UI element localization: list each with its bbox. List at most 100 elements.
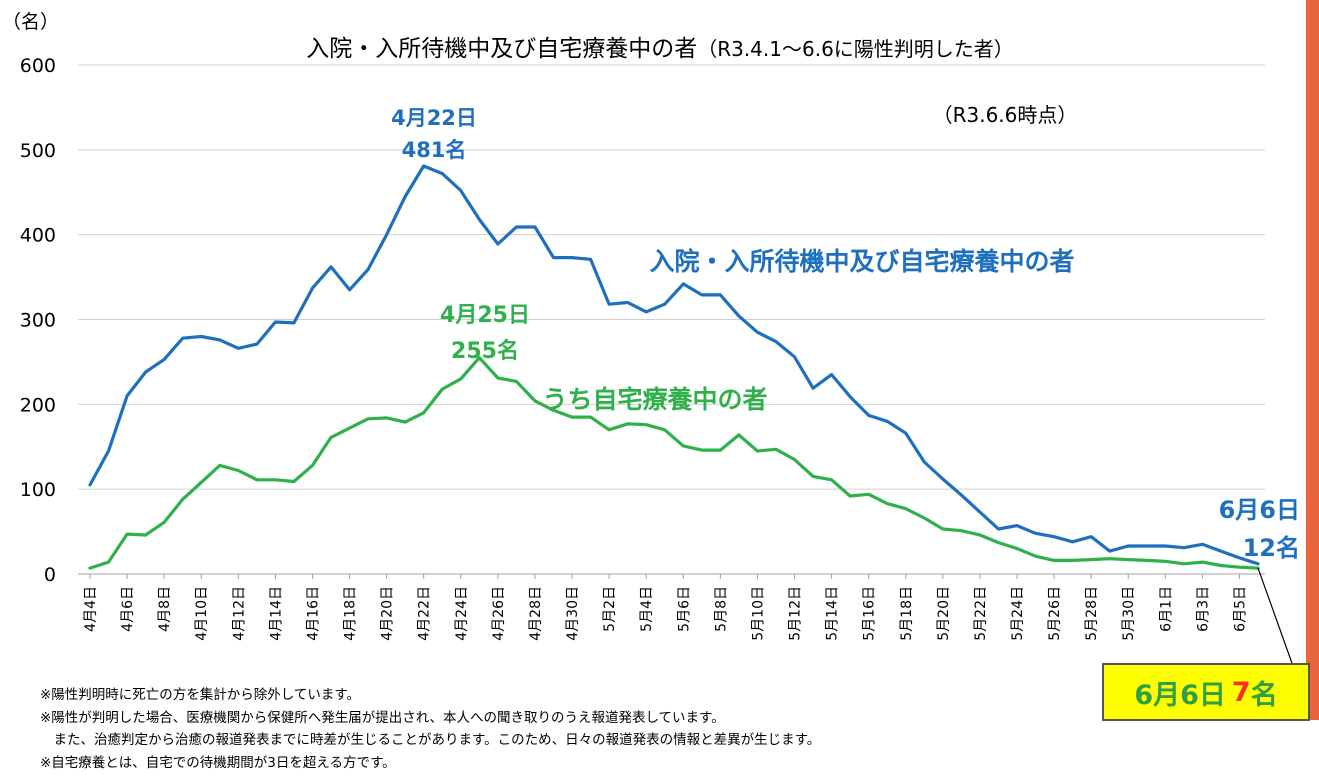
data-point: [997, 527, 1000, 531]
x-tick-label: 4月30日: [565, 586, 581, 641]
peak-total-date-label: 4月22日: [391, 106, 477, 130]
data-point: [441, 387, 444, 391]
x-tick-label: 5月22日: [973, 586, 989, 641]
data-point: [533, 399, 537, 403]
y-tick-label: 400: [20, 225, 56, 247]
data-point: [404, 420, 407, 424]
data-point: [793, 355, 796, 358]
data-point: [163, 521, 166, 524]
data-point: [385, 233, 388, 236]
data-point: [274, 320, 277, 324]
data-point: [1071, 559, 1074, 562]
data-point: [1238, 566, 1241, 569]
data-point: [848, 494, 852, 498]
data-point: [292, 480, 296, 483]
data-point: [552, 409, 555, 412]
data-point: [255, 478, 259, 481]
data-point: [1201, 543, 1204, 546]
data-point: [459, 377, 462, 381]
data-point: [533, 225, 537, 229]
x-axis-tick-labels: 4月4日 4月6日 4月8日 4月10日 4月12日 4月14日 4月16日 4月18日 4月2…: [83, 574, 1248, 641]
x-tick-label: 5月26日: [1047, 586, 1063, 641]
x-tick-label: 6月5日: [1232, 586, 1248, 632]
data-point: [144, 370, 147, 374]
data-point: [904, 432, 907, 435]
x-tick-label: 5月4日: [639, 586, 655, 632]
data-point: [200, 481, 203, 484]
data-point: [830, 478, 833, 481]
data-point: [1090, 558, 1093, 561]
data-point: [311, 464, 314, 467]
callout-date: 6月6日: [1134, 679, 1226, 711]
y-tick-label: 200: [20, 394, 56, 416]
data-point: [1127, 544, 1130, 548]
data-point: [107, 560, 110, 564]
data-point: [626, 422, 629, 425]
peak-total-value-label: 481名: [402, 138, 467, 162]
callout-leader-line: [1257, 567, 1294, 667]
data-point: [1164, 544, 1167, 548]
y-tick-label: 100: [20, 479, 56, 501]
data-point: [218, 464, 221, 467]
as-of-label: （R3.6.6時点）: [933, 103, 1078, 127]
data-point: [570, 256, 574, 259]
data-point: [218, 338, 221, 342]
data-point: [1052, 535, 1056, 538]
data-point: [496, 242, 500, 246]
x-tick-label: 4月18日: [343, 586, 359, 641]
x-tick-label: 5月8日: [713, 586, 729, 632]
y-tick-label: 0: [44, 564, 56, 586]
data-point: [292, 321, 296, 325]
data-point: [737, 433, 741, 437]
data-point: [422, 164, 425, 168]
footnote: ※陽性が判明した場合、医療機関から保健所へ発生届が提出され、本人への聞き取りのう…: [40, 709, 725, 726]
data-point: [997, 541, 1000, 544]
end-total-value-label: 12名: [1243, 534, 1300, 562]
data-point: [237, 469, 240, 472]
data-point: [181, 337, 184, 340]
y-axis-tick-labels: 0 100 200 300 400 500 600: [20, 55, 56, 586]
data-point: [756, 449, 759, 453]
data-point: [1071, 540, 1074, 543]
data-point: [978, 533, 982, 537]
callout-number: 7: [1231, 676, 1251, 708]
chart-title-main: 入院・入所待機中及び自宅療養中の者: [306, 36, 697, 62]
data-point: [811, 475, 815, 478]
x-tick-label: 5月18日: [899, 586, 915, 641]
data-point: [496, 376, 500, 380]
data-point: [1219, 549, 1223, 553]
x-tick-label: 4月14日: [268, 586, 284, 641]
footnote: ※自宅療養とは、自宅での待機期間が3日を超える方です。: [40, 754, 396, 771]
x-tick-label: 5月16日: [862, 586, 878, 641]
data-point: [867, 414, 870, 417]
data-point: [1034, 532, 1037, 535]
series-label-home: うち自宅療養中の者: [542, 385, 767, 414]
x-tick-label: 4月4日: [83, 586, 99, 632]
data-point: [645, 423, 648, 426]
series-layer: [88, 164, 1260, 570]
data-point: [941, 477, 944, 481]
x-tick-label: 4月22日: [417, 586, 433, 641]
data-point: [144, 533, 147, 537]
x-tick-label: 4月12日: [231, 586, 247, 641]
data-point: [867, 493, 870, 496]
footnote: ※陽性判明時に死亡の方を集計から除外しています。: [40, 687, 361, 703]
x-tick-label: 5月2日: [602, 586, 618, 632]
footnotes: ※陽性判明時に死亡の方を集計から除外しています。 ※陽性が判明した場合、医療機関…: [40, 684, 820, 774]
data-point: [181, 498, 184, 501]
x-tick-label: 5月30日: [1121, 586, 1137, 641]
data-point: [125, 532, 129, 536]
data-point: [960, 529, 963, 532]
data-point: [1108, 549, 1111, 553]
data-point: [88, 566, 92, 570]
x-tick-label: 4月16日: [305, 586, 321, 641]
data-point: [682, 444, 685, 448]
series-line-total: [88, 164, 1260, 566]
x-tick-label: 6月1日: [1158, 586, 1174, 632]
data-point: [1052, 559, 1056, 562]
data-point: [682, 282, 685, 286]
series-line-home: [88, 356, 1260, 570]
data-point: [88, 483, 92, 487]
data-point: [348, 288, 351, 291]
data-point: [1090, 535, 1093, 538]
